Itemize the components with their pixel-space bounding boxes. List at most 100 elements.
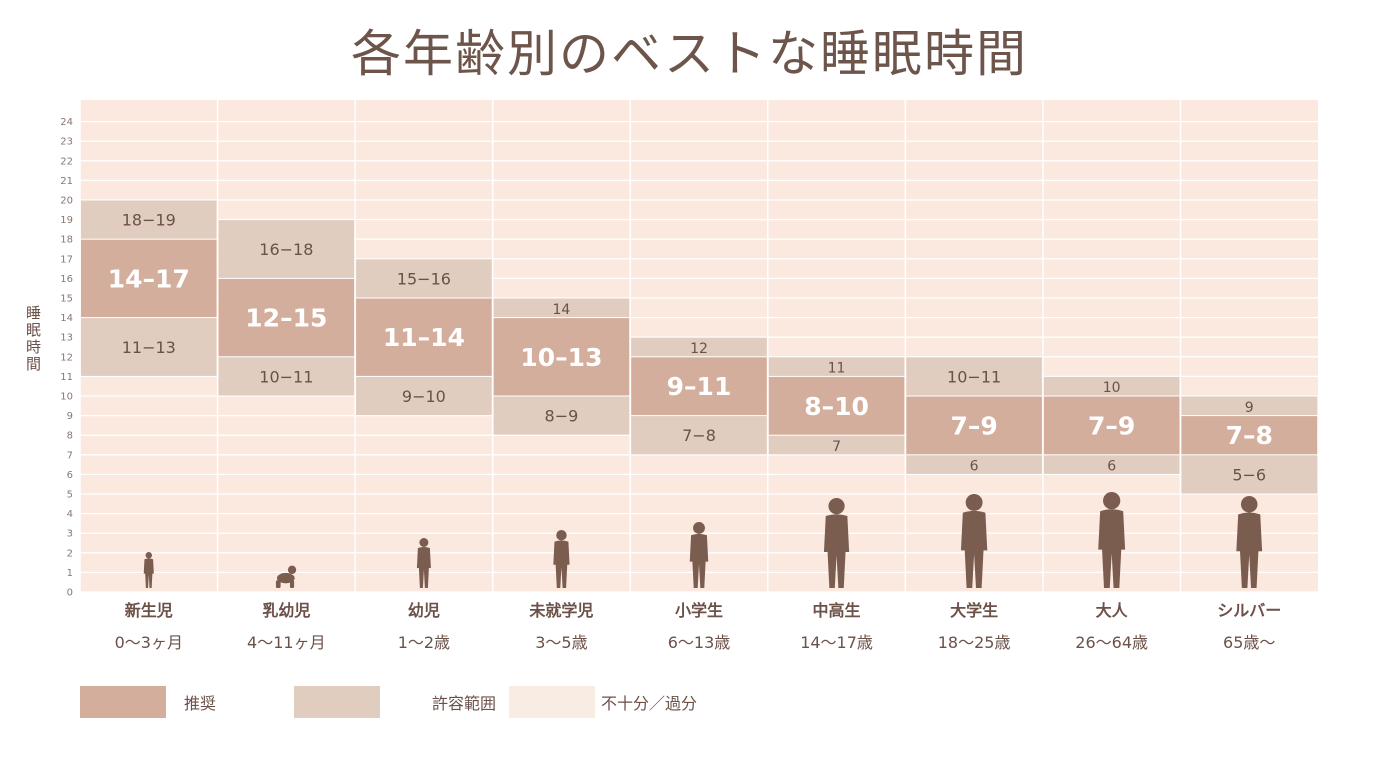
y-tick-label: 16 (60, 274, 73, 285)
senior-silhouette-icon (1236, 496, 1263, 588)
age-range-label: 0〜3ヶ月 (115, 633, 183, 652)
legend-acceptable: 許容範囲 (294, 686, 496, 718)
age-range-label: 18〜25歳 (938, 633, 1011, 652)
acceptable-low-bar (356, 376, 492, 416)
y-tick-label: 18 (60, 235, 73, 246)
y-tick-label: 2 (67, 548, 73, 559)
acceptable-low-bar-label: 9−10 (402, 387, 446, 406)
crawling-baby-silhouette-icon (275, 565, 297, 588)
recommended-bar (906, 396, 1042, 455)
adult-silhouette-icon (1098, 492, 1126, 588)
category-label: 幼児 (408, 601, 440, 620)
recommended-bar (1181, 416, 1317, 455)
legend-label-not-recommended: 不十分／過分 (601, 694, 698, 713)
acceptable-high-bar-label: 14 (553, 302, 571, 318)
acceptable-high-bar-label: 9 (1245, 400, 1254, 416)
recommended-bar-label: 7–8 (1226, 421, 1273, 450)
acceptable-high-bar (1043, 376, 1180, 396)
recommended-bar (768, 376, 905, 435)
category-label: 小学生 (675, 601, 723, 620)
y-tick-label: 21 (60, 176, 73, 187)
legend-swatch-recommended (80, 686, 166, 718)
acceptable-high-bar (81, 200, 217, 239)
y-tick-label: 19 (60, 215, 73, 226)
recommended-bar (1043, 396, 1180, 455)
acceptable-high-bar-label: 10 (1103, 380, 1121, 396)
y-tick-label: 6 (67, 470, 73, 481)
y-tick-label: 15 (60, 294, 73, 305)
recommended-bar-label: 9–11 (667, 372, 732, 401)
category-label: シルバー (1217, 601, 1281, 620)
y-tick-label: 9 (67, 411, 73, 422)
acceptable-high-bar-label: 15−16 (397, 269, 451, 288)
acceptable-low-bar (1043, 455, 1180, 474)
acceptable-low-bar (631, 416, 767, 455)
y-tick-label: 23 (60, 137, 73, 148)
age-range-label: 65歳〜 (1223, 633, 1275, 652)
acceptable-low-bar (493, 396, 630, 435)
category-label: 中高生 (813, 601, 861, 620)
y-tick-label: 4 (67, 509, 73, 520)
age-range-label: 26〜64歳 (1075, 633, 1148, 652)
newborn-silhouette-icon (143, 552, 154, 588)
acceptable-low-bar (81, 318, 217, 376)
toddler-silhouette-icon (416, 538, 431, 588)
acceptable-high-bar-label: 16−18 (259, 240, 313, 259)
y-tick-label: 1 (67, 568, 73, 579)
child-silhouette-icon (689, 522, 709, 588)
acceptable-low-bar-label: 8−9 (545, 407, 579, 426)
y-tick-label: 3 (67, 529, 73, 540)
legend-swatch-acceptable (294, 686, 380, 718)
y-tick-label: 0 (67, 588, 73, 599)
y-tick-label: 14 (60, 313, 73, 324)
acceptable-low-bar (1181, 455, 1317, 494)
chart-title: 各年齢別のベストな睡眠時間 (351, 25, 1028, 83)
acceptable-low-bar (906, 455, 1042, 474)
acceptable-low-bar-label: 7−8 (682, 426, 716, 445)
preschooler-silhouette-icon (553, 530, 570, 588)
acceptable-high-bar (1181, 396, 1317, 416)
acceptable-high-bar (218, 220, 355, 278)
category-label: 乳幼児 (262, 601, 310, 620)
young-woman-silhouette-icon (960, 494, 988, 588)
legend-label-acceptable: 許容範囲 (432, 694, 497, 713)
acceptable-low-bar-label: 6 (970, 459, 979, 475)
y-tick-label: 22 (60, 156, 73, 167)
acceptable-low-bar-label: 7 (832, 439, 841, 455)
y-tick-label: 10 (60, 392, 73, 403)
y-tick-label: 17 (60, 254, 73, 265)
recommended-bar-label: 7–9 (1088, 411, 1135, 440)
category-label: 新生児 (125, 601, 173, 620)
y-tick-label: 7 (67, 450, 73, 461)
acceptable-high-bar-label: 10−11 (947, 367, 1001, 386)
y-tick-label: 20 (60, 196, 73, 207)
acceptable-low-bar-label: 10−11 (259, 367, 313, 386)
y-axis-label: 睡眠時間 (26, 304, 42, 373)
acceptable-high-bar-label: 11 (828, 361, 846, 377)
acceptable-low-bar-label: 5−6 (1232, 465, 1266, 484)
y-tick-label: 5 (67, 490, 73, 501)
recommended-bar-label: 10–13 (520, 343, 602, 372)
recommended-bar (218, 278, 355, 357)
legend-label-recommended: 推奨 (184, 694, 217, 713)
recommended-bar (356, 298, 492, 376)
category-label: 大人 (1096, 601, 1129, 620)
category-label: 未就学児 (528, 601, 593, 620)
age-range-label: 3〜5歳 (535, 633, 587, 652)
acceptable-low-bar (218, 357, 355, 396)
acceptable-low-bar-label: 11−13 (122, 338, 176, 357)
y-tick-label: 13 (60, 333, 73, 344)
recommended-bar-label: 14–17 (108, 264, 190, 293)
acceptable-high-bar (631, 337, 767, 357)
legend-recommended: 推奨 (80, 686, 216, 718)
recommended-bar-label: 8–10 (804, 392, 869, 421)
category-label: 大学生 (950, 601, 998, 620)
recommended-bar-label: 12–15 (245, 304, 327, 333)
y-tick-label: 8 (67, 431, 73, 442)
acceptable-high-bar (768, 357, 905, 376)
acceptable-high-bar (906, 357, 1042, 396)
acceptable-low-bar-label: 6 (1107, 459, 1116, 475)
acceptable-high-bar (493, 298, 630, 318)
y-tick-label: 11 (60, 372, 73, 383)
